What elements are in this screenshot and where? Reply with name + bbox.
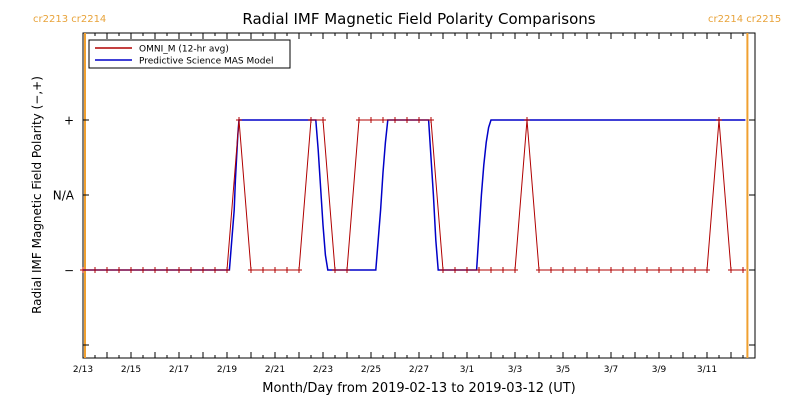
omni-point — [716, 117, 722, 123]
omni-point — [440, 267, 446, 273]
x-axis-ticks: 2/13 2/15 2/17 2/19 2/21 2/23 2/25 2/27 3/1 3/3 3/… — [73, 33, 756, 375]
omni-point — [656, 267, 662, 273]
omni-point — [380, 117, 386, 123]
series-mas — [83, 119, 746, 271]
omni-point — [620, 267, 626, 273]
x-tick-label: 2/27 — [409, 365, 429, 375]
omni-point — [728, 267, 734, 273]
omni-point — [80, 267, 86, 273]
omni-point — [92, 267, 98, 273]
y-tick-label: + — [64, 114, 74, 128]
omni-point — [128, 267, 134, 273]
omni-point — [452, 267, 458, 273]
x-tick-label: 3/1 — [460, 365, 474, 375]
omni-point — [188, 267, 194, 273]
plot-frame — [82, 32, 756, 359]
omni-point — [392, 117, 398, 123]
omni-point — [164, 267, 170, 273]
x-tick-label: 2/15 — [121, 365, 141, 375]
omni-point — [320, 117, 326, 123]
x-tick-label: 2/13 — [73, 365, 93, 375]
chart-title: Radial IMF Magnetic Field Polarity Compa… — [242, 10, 595, 28]
omni-point — [236, 117, 242, 123]
omni-point — [476, 267, 482, 273]
omni-point — [284, 267, 290, 273]
x-tick-label: 2/19 — [217, 365, 237, 375]
omni-point — [560, 267, 566, 273]
omni-point — [644, 267, 650, 273]
y-axis-label: Radial IMF Magnetic Field Polarity (−,+) — [30, 76, 44, 314]
series-line-omni — [83, 119, 743, 271]
omni-point — [572, 267, 578, 273]
x-tick-label: 2/17 — [169, 365, 189, 375]
omni-point — [668, 267, 674, 273]
y-tick-label: N/A — [53, 189, 75, 203]
y-tick-label: − — [64, 264, 74, 278]
omni-point — [200, 267, 206, 273]
x-tick-label: 2/23 — [313, 365, 333, 375]
x-tick-label: 2/25 — [361, 365, 381, 375]
omni-point — [524, 117, 530, 123]
omni-point — [152, 267, 158, 273]
omni-point — [332, 267, 338, 273]
legend-label-omni: OMNI_M (12-hr avg) — [139, 45, 229, 55]
omni-point — [212, 267, 218, 273]
carrington-label-left: cr2213 cr2214 — [33, 14, 106, 25]
omni-point — [632, 267, 638, 273]
x-tick-label: 3/7 — [604, 365, 618, 375]
omni-point — [680, 267, 686, 273]
omni-point — [596, 267, 602, 273]
omni-point — [404, 117, 410, 123]
omni-point — [512, 267, 518, 273]
carrington-boundaries — [84, 33, 749, 358]
x-tick-label: 2/21 — [265, 365, 285, 375]
series-line-mas — [83, 119, 746, 271]
omni-point — [692, 267, 698, 273]
omni-point — [368, 117, 374, 123]
series-omni — [80, 117, 746, 273]
omni-point — [584, 267, 590, 273]
omni-point — [704, 267, 710, 273]
omni-point — [260, 267, 266, 273]
legend-label-mas: Predictive Science MAS Model — [139, 57, 274, 67]
omni-point — [296, 267, 302, 273]
omni-point — [740, 267, 746, 273]
omni-point — [464, 267, 470, 273]
omni-point — [272, 267, 278, 273]
x-axis-label: Month/Day from 2019-02-13 to 2019-03-12 … — [262, 381, 575, 396]
omni-point — [344, 267, 350, 273]
legend: OMNI_M (12-hr avg) Predictive Science MA… — [88, 39, 291, 69]
omni-point — [224, 267, 230, 273]
omni-point — [176, 267, 182, 273]
omni-point — [140, 267, 146, 273]
omni-point — [248, 267, 254, 273]
omni-point — [488, 267, 494, 273]
legend-box — [88, 39, 291, 69]
x-tick-label: 3/5 — [556, 365, 570, 375]
omni-point — [104, 267, 110, 273]
omni-point — [356, 117, 362, 123]
omni-point — [608, 267, 614, 273]
omni-point — [536, 267, 542, 273]
x-tick-label: 3/9 — [652, 365, 667, 375]
omni-point — [116, 267, 122, 273]
y-axis-ticks: + N/A − — [53, 114, 755, 346]
omni-point — [428, 117, 434, 123]
omni-point — [548, 267, 554, 273]
carrington-label-right: cr2214 cr2215 — [708, 14, 781, 25]
omni-point — [308, 117, 314, 123]
x-tick-label: 3/3 — [508, 365, 522, 375]
omni-point — [500, 267, 506, 273]
x-tick-label: 3/11 — [697, 365, 717, 375]
omni-point — [416, 117, 422, 123]
